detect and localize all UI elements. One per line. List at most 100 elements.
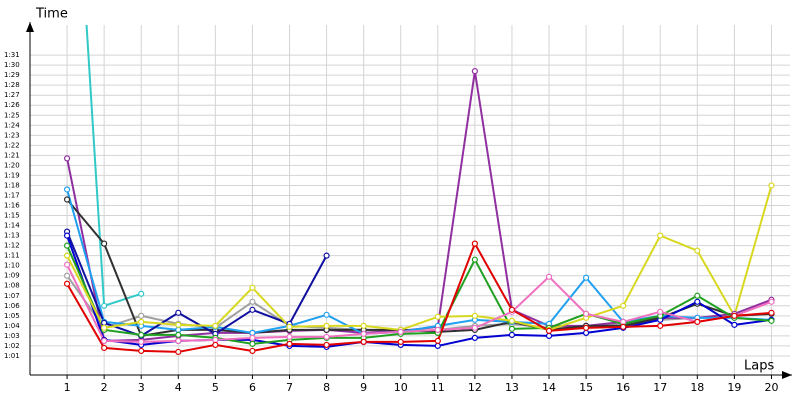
y-tick-label: 1:05	[4, 312, 20, 320]
x-tick-label: 3	[138, 381, 145, 394]
x-tick-label: 1	[64, 381, 71, 394]
series-line	[66, 70, 772, 342]
data-point	[286, 333, 293, 340]
x-tick-label: 14	[542, 381, 556, 394]
y-tick-label: 1:14	[4, 222, 20, 230]
data-point	[471, 312, 478, 319]
y-tick-label: 1:27	[4, 91, 20, 99]
y-tick-label: 1:01	[4, 352, 20, 360]
data-point	[397, 328, 404, 335]
x-arrow	[782, 371, 792, 379]
series-line	[66, 245, 772, 345]
data-point	[545, 273, 553, 280]
data-point	[545, 332, 553, 339]
data-point	[582, 310, 590, 317]
data-point	[101, 302, 108, 309]
data-point	[175, 348, 182, 356]
data-point	[249, 334, 256, 341]
data-point	[138, 318, 145, 325]
data-point	[694, 298, 701, 305]
data-point	[249, 347, 256, 355]
data-point	[249, 340, 256, 348]
x-tick-label: 5	[212, 381, 219, 394]
data-point	[360, 330, 367, 337]
y-tick-label: 1:11	[4, 252, 20, 260]
data-point	[545, 327, 553, 334]
data-point	[323, 322, 330, 329]
data-point	[63, 196, 71, 203]
data-point	[471, 68, 478, 75]
series-line	[66, 241, 772, 353]
data-point	[63, 186, 71, 193]
y-tick-label: 1:29	[4, 71, 20, 79]
x-axis-label: Laps	[744, 359, 774, 374]
data-point	[620, 302, 627, 309]
data-point	[63, 280, 71, 287]
y-tick-label: 1:23	[4, 131, 20, 139]
data-point	[694, 292, 701, 299]
y-tick-label: 1:07	[4, 292, 20, 300]
data-point	[397, 338, 404, 346]
x-tick-label: 16	[616, 381, 630, 394]
x-tick-label: 12	[468, 381, 482, 394]
y-tick-label: 1:31	[4, 51, 20, 59]
data-point	[175, 331, 182, 338]
data-point	[768, 317, 775, 324]
data-point	[63, 155, 71, 162]
data-point	[175, 337, 182, 345]
data-point	[101, 324, 108, 331]
y-arrow	[26, 22, 34, 32]
data-point	[175, 321, 182, 328]
y-tick-label: 1:24	[4, 121, 20, 129]
data-point	[249, 284, 256, 291]
y-tick-label: 1:08	[4, 282, 20, 290]
x-tick-label: 20	[764, 381, 778, 394]
data-point	[212, 322, 219, 329]
x-tick-label: 7	[286, 381, 293, 394]
data-point	[63, 261, 71, 268]
data-point	[731, 321, 738, 328]
data-point	[694, 247, 701, 254]
data-point	[582, 324, 590, 331]
x-tick-label: 2	[101, 381, 108, 394]
x-tick-label: 6	[249, 381, 256, 394]
y-tick-label: 1:06	[4, 302, 20, 310]
y-tick-label: 1:30	[4, 61, 20, 69]
data-point	[63, 252, 71, 259]
data-point	[138, 347, 145, 355]
data-point	[471, 324, 478, 331]
data-point	[101, 344, 108, 352]
data-point	[249, 306, 256, 313]
y-tick-label: 1:04	[4, 322, 20, 330]
data-point	[286, 340, 293, 348]
axes: Time Laps 1:01 1:02 1:03 1:04 1:05 1:06 1:07 1:…	[4, 7, 792, 394]
data-point	[582, 329, 590, 336]
x-tick-label: 18	[690, 381, 704, 394]
y-tick-label: 1:18	[4, 181, 20, 189]
y-tick-label: 1:22	[4, 141, 20, 149]
data-point	[657, 308, 664, 315]
data-point	[138, 290, 145, 297]
x-tick-label: 15	[579, 381, 593, 394]
data-point	[323, 333, 330, 340]
data-point	[101, 337, 108, 345]
y-tick-label: 1:10	[4, 262, 20, 270]
y-tick-label: 1:09	[4, 272, 20, 280]
data-point	[212, 336, 219, 343]
y-tick-label: 1:21	[4, 151, 20, 159]
data-point	[323, 311, 330, 318]
data-point	[434, 313, 441, 320]
x-tick-label: 19	[727, 381, 741, 394]
data-point	[175, 326, 182, 333]
data-point	[360, 322, 367, 329]
data-point	[731, 312, 738, 319]
data-point	[508, 306, 516, 313]
data-point	[63, 242, 71, 249]
data-point	[138, 338, 145, 346]
y-tick-label: 1:28	[4, 81, 20, 89]
data-point	[657, 232, 664, 239]
y-tick-label: 1:26	[4, 101, 20, 109]
y-tick-label: 1:12	[4, 242, 20, 250]
data-point	[249, 329, 256, 336]
y-tick-label: 1:15	[4, 212, 20, 220]
